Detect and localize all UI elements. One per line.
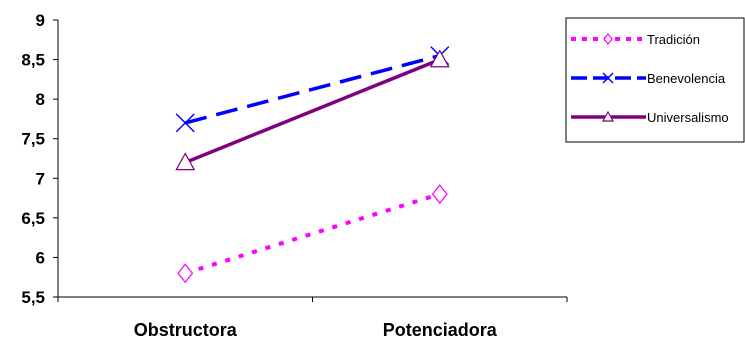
diamond-icon: [603, 33, 613, 45]
y-tick-label: 6,5: [21, 209, 45, 228]
legend-item: Universalismo: [571, 110, 729, 125]
triangle-icon: [601, 110, 615, 122]
data-point-diamond-icon: [177, 263, 194, 284]
series-tradicion: [177, 184, 448, 284]
axes: [57, 20, 567, 298]
x-tick-label: Obstructora: [134, 320, 238, 340]
y-tick-label: 7,5: [21, 130, 45, 149]
legend-label: Tradición: [647, 32, 700, 47]
y-tick-label: 8: [36, 90, 45, 109]
x-ticks: Obstructora Potenciadora: [57, 297, 568, 340]
y-tick-label: 6: [36, 248, 45, 267]
data-point-triangle-icon: [429, 49, 450, 68]
data-point-triangle-icon: [175, 152, 196, 171]
series-line: [184, 53, 441, 125]
legend-label: Universalismo: [647, 110, 729, 125]
series-universalismo: [175, 49, 450, 171]
legend-item: Benevolencia: [571, 71, 726, 86]
data-point-diamond-icon: [431, 184, 448, 205]
y-tick-label: 9: [36, 11, 45, 30]
series-benevolencia: [175, 46, 450, 133]
y-tick-label: 8,5: [21, 51, 45, 70]
legend-item: Tradición: [571, 32, 700, 47]
y-ticks: 5,5 6 6,5 7 7,5 8 8,5 9: [21, 11, 58, 307]
series-line: [184, 192, 441, 276]
y-tick-label: 7: [36, 169, 45, 188]
data-point-x-icon: [175, 113, 195, 133]
x-icon: [602, 72, 614, 84]
legend-label: Benevolencia: [647, 71, 726, 86]
legend: Tradición Benevolencia Universalismo: [565, 17, 745, 143]
series-group: [175, 46, 450, 284]
x-tick-label: Potenciadora: [383, 320, 498, 340]
y-tick-label: 5,5: [21, 288, 45, 307]
series-line: [184, 57, 441, 165]
